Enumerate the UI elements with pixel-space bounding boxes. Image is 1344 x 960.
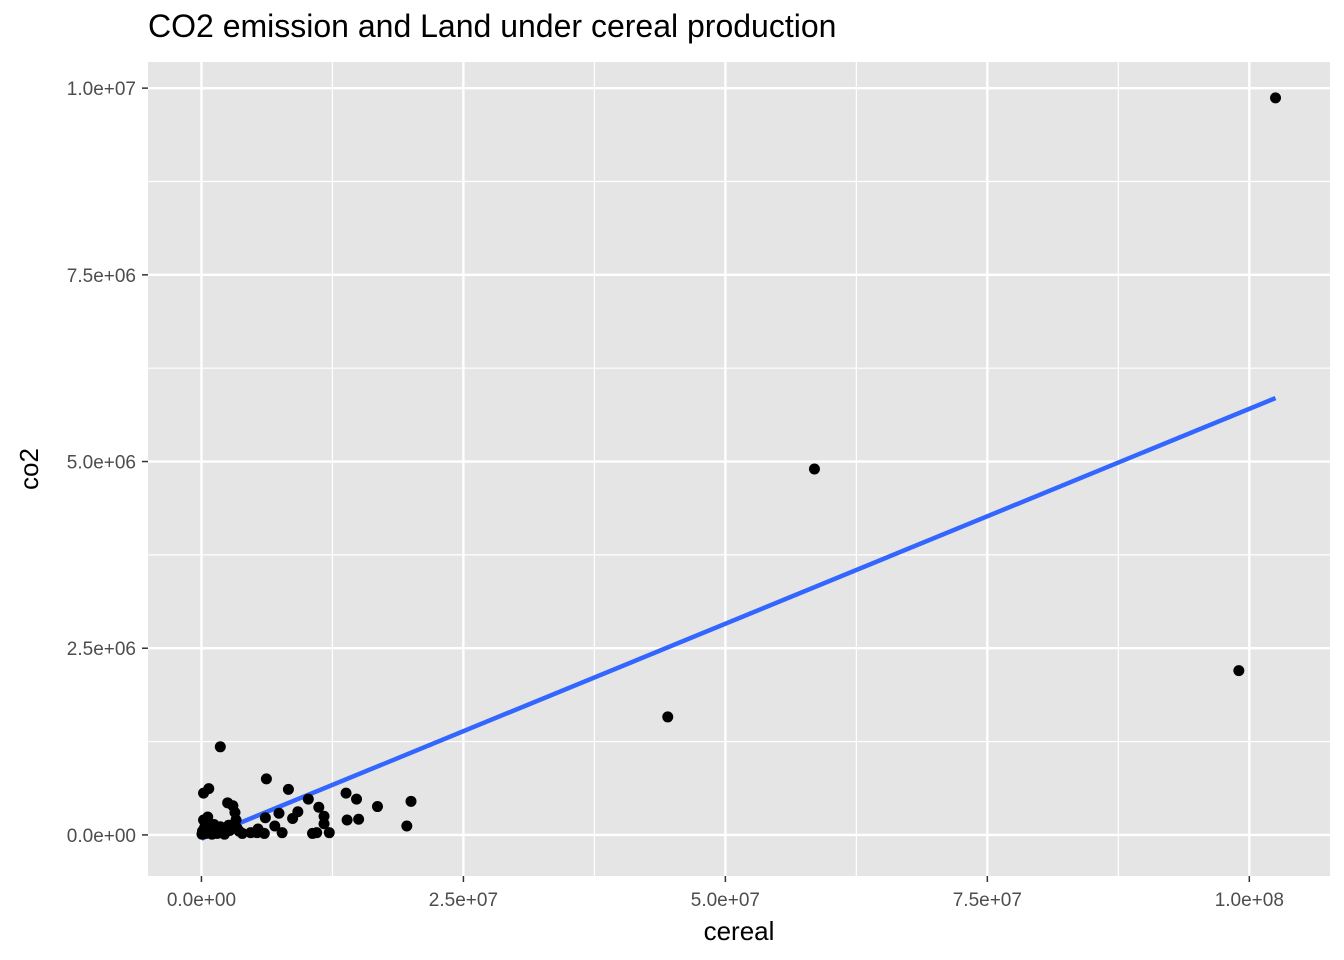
trend-line — [200, 395, 1277, 841]
data-point — [1233, 665, 1245, 677]
data-point — [214, 741, 226, 753]
data-point — [218, 828, 230, 840]
data-point — [198, 787, 210, 799]
data-point — [209, 824, 221, 836]
data-point — [662, 711, 674, 723]
x-tick-label: 2.5e+07 — [429, 890, 498, 911]
y-axis: 0.0e+00 2.5e+06 5.0e+06 7.5e+06 1.0e+07 — [67, 79, 148, 847]
x-tick-label: 0.0e+00 — [167, 890, 236, 911]
minor-gridlines — [148, 62, 1330, 876]
data-point — [351, 793, 363, 805]
chart-title: CO2 emission and Land under cereal produ… — [148, 8, 837, 44]
data-point — [311, 827, 323, 839]
y-tick-label: 0.0e+00 — [67, 826, 136, 847]
data-point — [273, 807, 285, 819]
y-tick-label: 5.0e+06 — [67, 453, 136, 474]
data-point — [313, 801, 325, 813]
data-point — [282, 783, 294, 795]
y-axis-title: co2 — [14, 448, 44, 490]
data-point — [323, 827, 335, 839]
data-point — [353, 813, 365, 825]
data-point — [276, 827, 288, 839]
data-point — [371, 801, 383, 813]
data-point — [401, 820, 413, 832]
data-point — [260, 773, 272, 785]
data-point — [233, 825, 245, 837]
data-point — [259, 812, 271, 824]
data-point — [269, 820, 281, 832]
data-point — [405, 795, 417, 807]
y-tick-label: 2.5e+06 — [67, 639, 136, 660]
x-tick-label: 1.0e+08 — [1215, 890, 1284, 911]
data-point — [245, 827, 257, 839]
data-point — [341, 814, 353, 826]
major-gridlines — [148, 62, 1330, 876]
x-axis-title: cereal — [704, 916, 775, 946]
y-tick-label: 1.0e+07 — [67, 79, 136, 100]
data-point — [287, 812, 299, 824]
data-point — [1270, 92, 1282, 104]
data-point — [230, 814, 242, 826]
data-points — [196, 92, 1282, 840]
trend-line-group — [200, 395, 1277, 841]
x-axis: 0.0e+00 2.5e+07 5.0e+07 7.5e+07 1.0e+08 — [167, 876, 1284, 911]
x-tick-label: 5.0e+07 — [691, 890, 760, 911]
x-tick-label: 7.5e+07 — [953, 890, 1022, 911]
data-point — [318, 818, 330, 830]
plot-panel — [148, 62, 1330, 876]
data-point — [808, 463, 820, 475]
data-point — [302, 793, 314, 805]
data-point — [340, 787, 352, 799]
y-tick-label: 7.5e+06 — [67, 266, 136, 287]
